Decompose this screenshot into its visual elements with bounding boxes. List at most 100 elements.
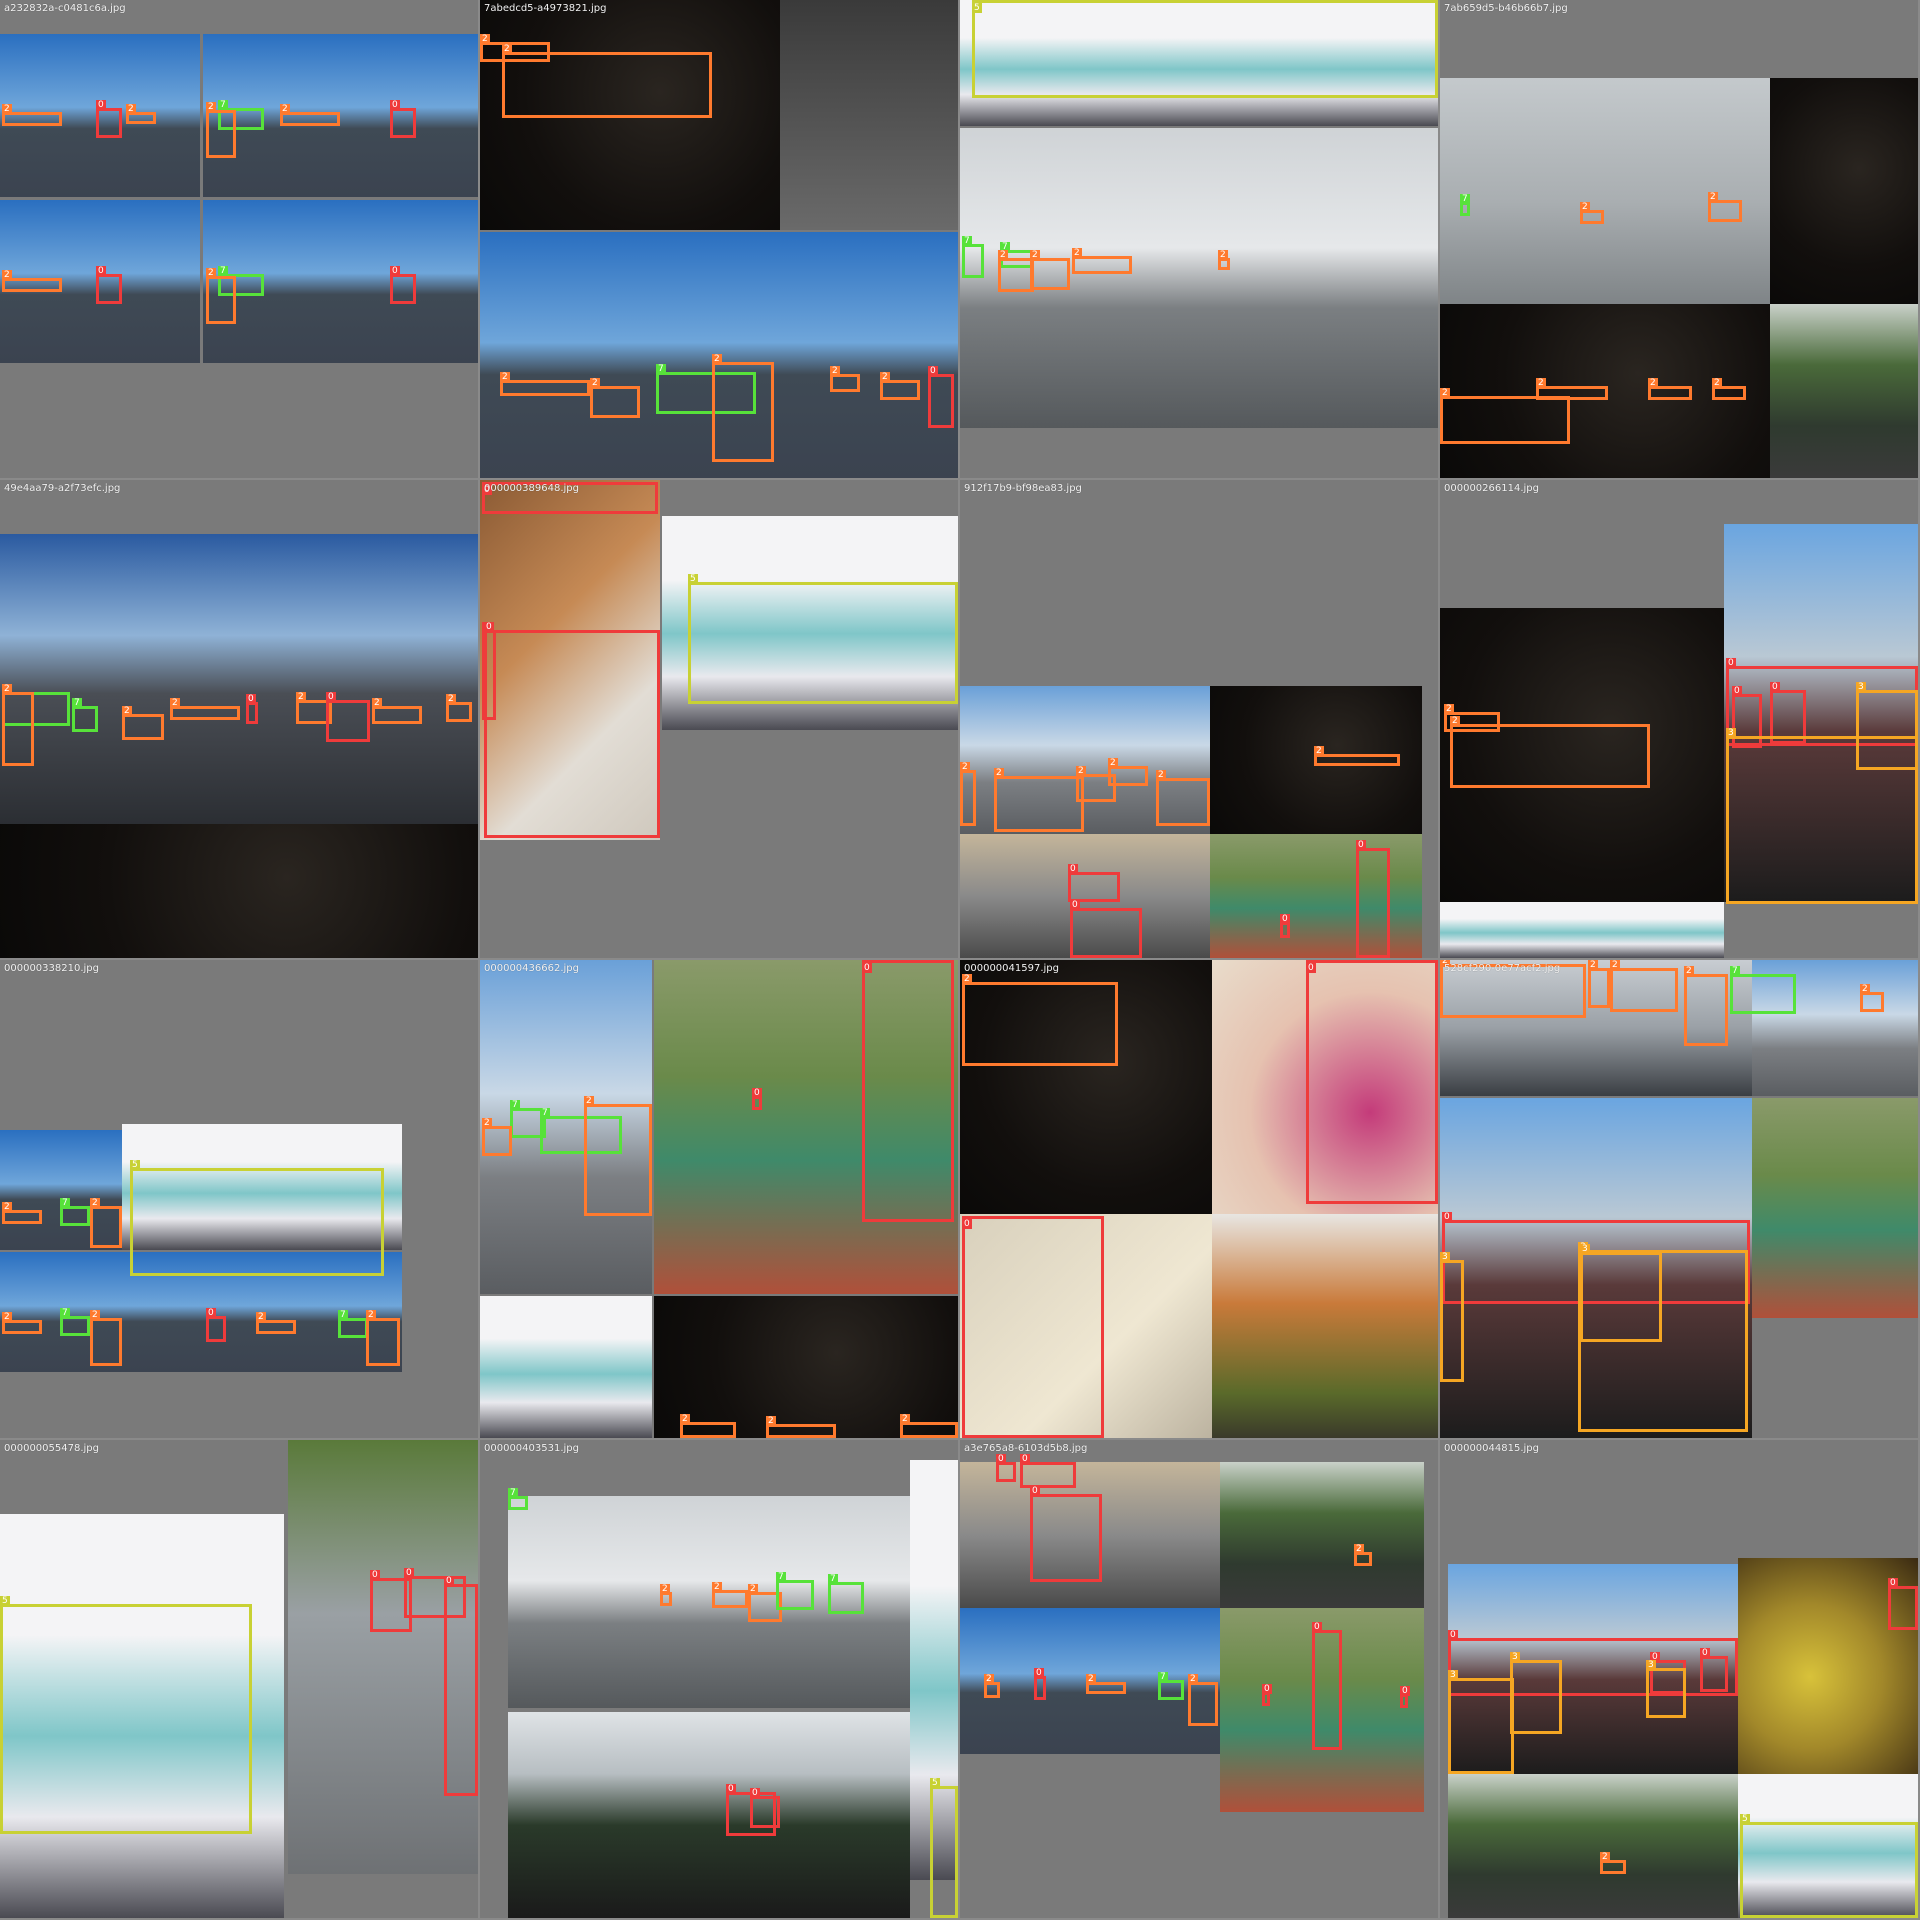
class-label: 2 (1536, 378, 1546, 388)
road-photo (1448, 1774, 1738, 1918)
car-box: 2 (170, 698, 240, 720)
car-box: 2 (1536, 378, 1608, 400)
car-box: 2 (1108, 758, 1148, 786)
street-photo (1440, 960, 1752, 1096)
car-box: 2 (1712, 378, 1746, 400)
class-label: 7 (962, 236, 972, 246)
person-box: 0 (1030, 1486, 1102, 1582)
class-label: 0 (326, 692, 336, 702)
road-photo (1770, 304, 1918, 478)
person-box: 0 (962, 1216, 1104, 1438)
class-label: 5 (1740, 1814, 1750, 1824)
night-photo (1770, 78, 1918, 304)
tennis-photo (654, 960, 958, 1294)
class-label: 2 (1156, 770, 1166, 780)
class-label: 2 (1860, 984, 1870, 994)
mosaic-tile: 000000338210.jpg 2 7 2 5 2 7 2 0 2 7 2 (0, 960, 478, 1438)
person-box: 0 (1306, 960, 1438, 1204)
class-label: 0 (752, 1088, 762, 1098)
class-label: 2 (122, 706, 132, 716)
class-label: 2 (480, 34, 490, 44)
bus-photo (910, 1460, 958, 1880)
class-label: 2 (1440, 388, 1450, 398)
class-label: 7 (1460, 194, 1470, 204)
car-box: 2 (90, 1310, 122, 1366)
bus-photo (1738, 1774, 1918, 1918)
person-box: 0 (1400, 1686, 1410, 1708)
car-box: 2 (584, 1096, 652, 1216)
class-label: 2 (1440, 960, 1450, 966)
street-photo (0, 34, 200, 197)
class-label: 0 (1356, 840, 1366, 850)
class-label: 2 (998, 250, 1008, 260)
car-box: 2 (680, 1414, 736, 1438)
tile-filename: 000000044815.jpg (1444, 1443, 1539, 1454)
truck-box: 7 (218, 266, 264, 296)
car-box: 2 (998, 250, 1034, 292)
motorcycle-box: 3 (1726, 728, 1918, 904)
motorcycle-photo (1448, 1564, 1738, 1774)
class-label: 7 (218, 266, 228, 276)
class-label: 2 (748, 1584, 758, 1594)
motorcycle-box: 3 (1646, 1660, 1686, 1718)
class-label: 0 (444, 1576, 454, 1586)
bus-box: 5 (688, 574, 958, 704)
class-label: 2 (984, 1674, 994, 1684)
tree-photo (1212, 1214, 1438, 1438)
car-box: 2 (2, 1312, 42, 1334)
truck-box: 7 (1460, 194, 1470, 216)
car-box: 2 (126, 104, 156, 124)
class-label: 2 (280, 104, 290, 114)
truck-box: 7 (1158, 1672, 1184, 1700)
class-label: 0 (1306, 963, 1316, 973)
person-box: 0 (326, 692, 370, 742)
mosaic-tile: 7ab659d5-b46b66b7.jpg 7 2 2 2 2 2 2 (1440, 0, 1918, 478)
bus-box: 5 (1740, 1814, 1918, 1918)
rain-photo (780, 0, 958, 230)
class-label: 0 (1280, 914, 1290, 924)
truck-box: 7 (60, 1198, 90, 1226)
mosaic-tile: a3e765a8-6103d5b8.jpg 0 0 0 2 2 0 2 7 2 … (960, 1440, 1438, 1918)
class-label: 2 (1072, 248, 1082, 258)
mosaic-tile: 49e4aa79-a2f73efc.jpg 7 2 7 2 2 0 2 0 2 … (0, 480, 478, 958)
class-label: 2 (126, 104, 136, 114)
bus-photo (1440, 902, 1724, 958)
car-box: 2 (1440, 388, 1570, 444)
truck-box: 7 (338, 1310, 368, 1338)
class-label: 2 (584, 1096, 594, 1106)
class-label: 2 (90, 1198, 100, 1208)
tile-filename: 000000389648.jpg (484, 483, 579, 494)
class-label: 2 (680, 1414, 690, 1424)
class-label: 2 (1086, 1674, 1096, 1684)
class-label: 0 (484, 622, 494, 632)
class-label: 0 (726, 1784, 736, 1794)
car-box: 2 (712, 1582, 748, 1608)
class-label: 0 (370, 1570, 380, 1580)
class-label: 7 (1730, 966, 1740, 976)
class-label: 0 (1262, 1684, 1272, 1694)
car-box: 2 (2, 104, 62, 126)
motorcycle-box: 3 (1448, 1670, 1514, 1774)
person-box: 0 (1448, 1630, 1738, 1696)
truck-box: 7 (540, 1108, 622, 1154)
class-label: 3 (1510, 1652, 1520, 1662)
class-label: 0 (1770, 682, 1780, 692)
truck-box: 7 (828, 1574, 864, 1614)
person-box: 0 (862, 960, 954, 1222)
car-box: 2 (1648, 378, 1692, 400)
street-photo (780, 232, 958, 478)
car-box: 2 (122, 706, 164, 740)
tile-filename: 000000338210.jpg (4, 963, 99, 974)
mosaic-tile: 000000044815.jpg 0 3 3 0 3 0 0 2 5 (1440, 1440, 1918, 1918)
tile-filename: 000000403531.jpg (484, 1443, 579, 1454)
tennis-photo (1210, 834, 1422, 958)
bus-box: 5 (0, 1596, 252, 1834)
car-box: 2 (1708, 192, 1742, 222)
person-box: 0 (1068, 864, 1120, 902)
class-label: 3 (1646, 1660, 1656, 1670)
class-label: 2 (2, 684, 12, 694)
person-box: 0 (1034, 1668, 1046, 1700)
person-box: 0 (484, 622, 660, 838)
car-box: 2 (256, 1312, 296, 1334)
class-label: 2 (960, 762, 970, 772)
